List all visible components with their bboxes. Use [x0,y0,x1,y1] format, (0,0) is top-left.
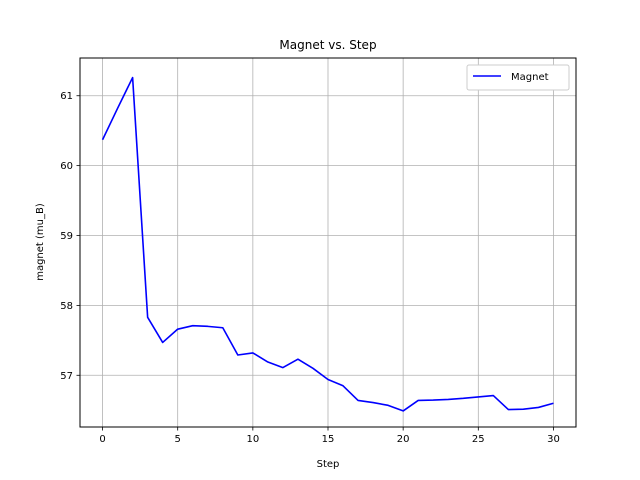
x-axis-label: Step [317,459,340,470]
x-tick-label: 25 [472,434,485,445]
gridlines [80,58,576,427]
y-tick-label: 58 [60,301,73,312]
legend-label-magnet: Magnet [511,72,549,83]
ticks: 0 5 10 15 20 25 30 57 58 59 60 61 [60,91,560,445]
legend-box [466,64,570,91]
x-tick-label: 5 [175,434,181,445]
series-layer [101,76,554,412]
x-tick-label: 20 [397,434,410,445]
x-tick-label: 0 [99,434,105,445]
y-tick-label: 59 [60,231,73,242]
legend: Magnet [466,64,570,91]
y-axis-label: magnet (mu_B) [35,203,46,281]
chart-title: Magnet vs. Step [279,38,376,52]
y-tick-label: 60 [60,161,73,172]
y-tick-label: 57 [60,371,73,382]
y-tick-label: 61 [60,91,73,102]
x-tick-label: 15 [322,434,335,445]
x-tick-label: 10 [246,434,259,445]
x-tick-label: 30 [547,434,560,445]
